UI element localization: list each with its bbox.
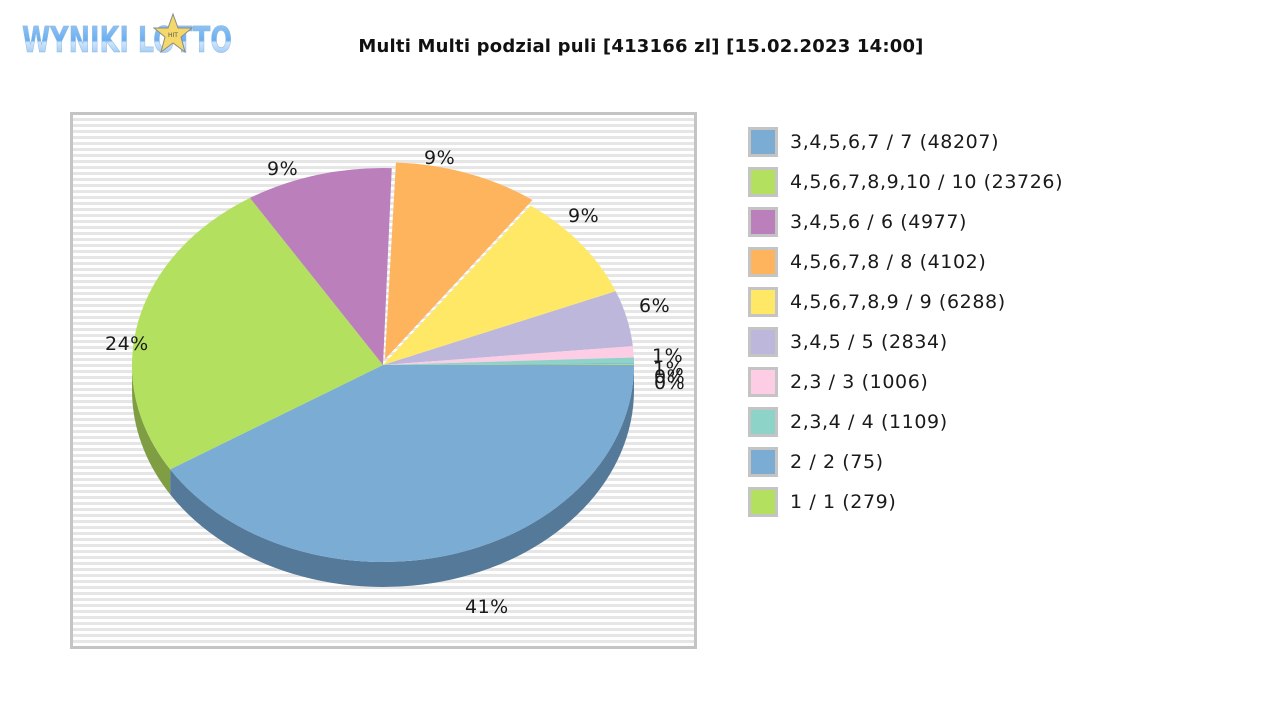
pie-slice-side	[132, 365, 171, 495]
legend-item: 2,3,4 / 4 (1109)	[748, 402, 1063, 442]
legend-swatch	[748, 207, 778, 237]
slice-percent-label: 6%	[639, 295, 670, 317]
legend-label: 2,3 / 3 (1006)	[790, 371, 929, 393]
pie-slice	[249, 168, 392, 365]
legend-swatch	[748, 167, 778, 197]
legend-label: 1 / 1 (279)	[790, 491, 897, 513]
legend-item: 3,4,5,6 / 6 (4977)	[748, 202, 1063, 242]
legend-item: 3,4,5 / 5 (2834)	[748, 322, 1063, 362]
slice-percent-label: 9%	[568, 205, 599, 227]
pie-slice	[384, 162, 533, 360]
legend-label: 2,3,4 / 4 (1109)	[790, 411, 948, 433]
pie-slice	[383, 205, 616, 365]
pie-chart: 41%24%9% 9%9%6%1%1%0%0%	[105, 147, 685, 618]
legend-item: 4,5,6,7,8,9,10 / 10 (23726)	[748, 162, 1063, 202]
slice-percent-label: 0%	[654, 366, 685, 388]
slice-percent-label: 0%	[654, 372, 685, 394]
legend-swatch	[748, 367, 778, 397]
legend-item: 2,3 / 3 (1006)	[748, 362, 1063, 402]
plot-area: 41% 24% 9% 9% 9% 6% 1% 1% 0% 0%	[70, 112, 697, 649]
pie-slice	[383, 363, 634, 365]
svg-text:HIT: HIT	[168, 32, 178, 39]
pie-slice	[383, 357, 634, 365]
slice-percent-label: 24%	[105, 333, 149, 355]
pie-slice	[132, 197, 383, 470]
legend-swatch	[748, 247, 778, 277]
svg-text:WYNIKI LOTTO: WYNIKI LOTTO	[22, 20, 232, 58]
logo-icon: WYNIKI LOTTO HIT	[22, 12, 232, 61]
pie-slice	[383, 346, 634, 365]
slice-percent-label: 1%	[653, 358, 684, 380]
pie-slice	[383, 291, 633, 365]
legend-label: 4,5,6,7,8,9,10 / 10 (23726)	[790, 171, 1064, 193]
legend-label: 2 / 2 (75)	[790, 451, 884, 473]
wyniki-lotto-logo: WYNIKI LOTTO HIT	[20, 12, 242, 61]
legend-label: 4,5,6,7,8 / 8 (4102)	[790, 251, 987, 273]
legend-swatch	[748, 127, 778, 157]
slice-percent-label: 1%	[652, 345, 683, 367]
legend-swatch	[748, 447, 778, 477]
chart-title: Multi Multi podzial puli [413166 zl] [15…	[358, 36, 924, 57]
legend-swatch	[748, 287, 778, 317]
legend-label: 3,4,5,6,7 / 7 (48207)	[790, 131, 1000, 153]
legend-swatch	[748, 487, 778, 517]
pie-slice	[383, 364, 634, 365]
slice-percent-label: 41%	[465, 596, 509, 618]
legend-swatch	[748, 327, 778, 357]
legend-swatch	[748, 407, 778, 437]
legend-label: 4,5,6,7,8,9 / 9 (6288)	[790, 291, 1006, 313]
legend-item: 1 / 1 (279)	[748, 482, 1063, 522]
legend-item: 4,5,6,7,8,9 / 9 (6288)	[748, 282, 1063, 322]
legend-item: 4,5,6,7,8 / 8 (4102)	[748, 242, 1063, 282]
legend-item: 2 / 2 (75)	[748, 442, 1063, 482]
slice-percent-label: 9%	[424, 147, 455, 169]
legend-item: 3,4,5,6,7 / 7 (48207)	[748, 122, 1063, 162]
pie-slice	[170, 365, 634, 562]
pie-slice-side	[170, 365, 634, 587]
slice-percent-label: 9%	[267, 158, 298, 180]
legend: 3,4,5,6,7 / 7 (48207) 4,5,6,7,8,9,10 / 10…	[748, 122, 1063, 522]
legend-label: 3,4,5 / 5 (2834)	[790, 331, 948, 353]
legend-label: 3,4,5,6 / 6 (4977)	[790, 211, 968, 233]
